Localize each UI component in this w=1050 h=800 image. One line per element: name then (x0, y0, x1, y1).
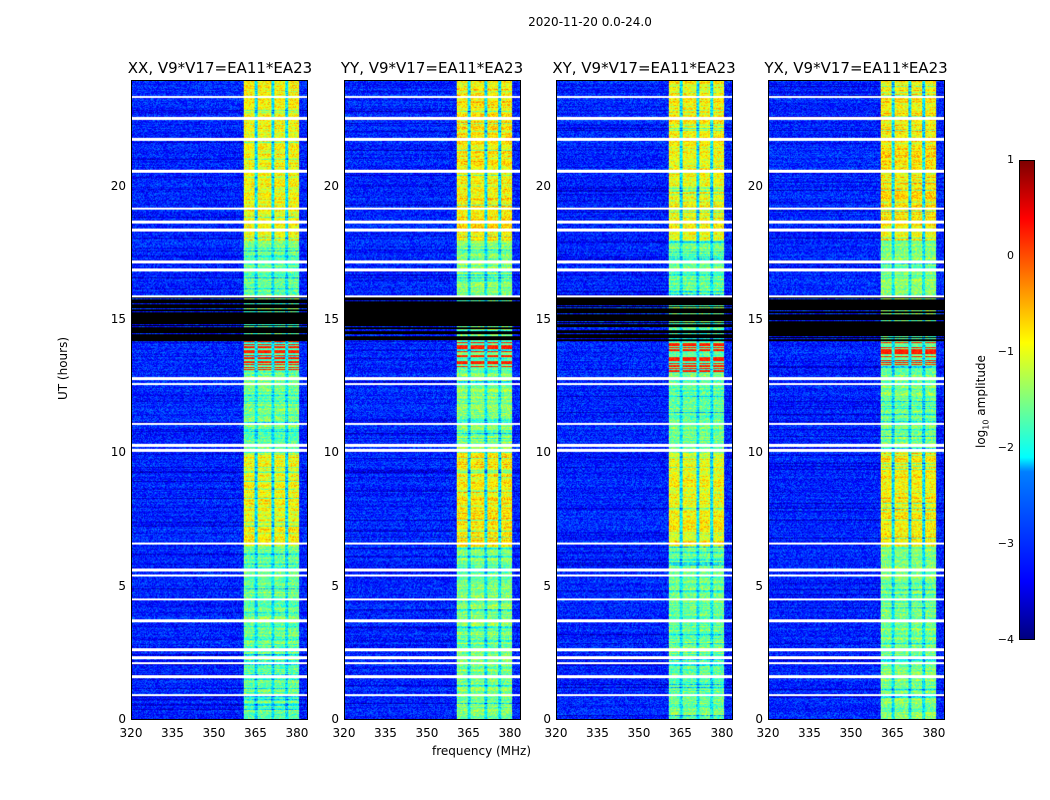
colorbar-tick-label: −2 (997, 441, 1014, 454)
x-tick-label: 320 (332, 726, 356, 740)
y-tick-label: 5 (543, 578, 551, 593)
y-tick-label: 20 (535, 178, 551, 193)
heatmap-panel-yy (344, 80, 521, 720)
y-tick-label: 5 (118, 578, 126, 593)
x-tick-label: 350 (415, 726, 439, 740)
heatmap-panel-yx (768, 80, 945, 720)
colorbar-label: log10 amplitude (974, 355, 991, 448)
y-tick-label: 0 (331, 712, 339, 726)
x-tick-label: 350 (627, 726, 651, 740)
y-tick-label: 15 (747, 312, 763, 326)
colorbar-tick-label: −4 (997, 633, 1014, 646)
x-tick-label: 320 (119, 726, 143, 740)
x-tick-label: 365 (244, 726, 267, 740)
y-tick-label: 10 (747, 445, 763, 460)
colorbar-tick-label: 1 (1007, 153, 1014, 166)
panel-title-xx: XX, V9*V17=EA11*EA23 (127, 59, 313, 77)
x-tick-label: 335 (586, 726, 609, 740)
y-tick-label: 0 (543, 712, 551, 726)
x-tick-label: 380 (285, 726, 309, 740)
colorbar-tick-label: −1 (997, 345, 1014, 358)
y-tick-label: 5 (755, 578, 763, 593)
colorbar (1019, 160, 1035, 640)
heatmap-cells (557, 81, 732, 719)
x-tick-label: 320 (756, 726, 780, 740)
y-tick-label: 10 (535, 445, 551, 460)
x-tick-label: 380 (498, 726, 522, 740)
x-tick-label: 350 (839, 726, 863, 740)
heatmap-cells (769, 81, 944, 719)
y-tick-label: 20 (747, 178, 763, 193)
x-axis-label: frequency (MHz) (432, 744, 532, 758)
panel-title-xy: XY, V9*V17=EA11*EA23 (552, 59, 736, 77)
y-tick-label: 15 (110, 312, 126, 326)
x-tick-label: 335 (798, 726, 821, 740)
y-tick-label: 15 (323, 312, 339, 326)
x-tick-label: 365 (669, 726, 692, 740)
x-tick-label: 335 (374, 726, 397, 740)
heatmap-cells (345, 81, 520, 719)
colorbar-tick-label: 0 (1007, 249, 1014, 262)
y-tick-label: 0 (755, 712, 763, 726)
y-tick-label: 10 (110, 445, 126, 460)
y-tick-label: 0 (118, 712, 126, 726)
heatmap-panel-xx (131, 80, 308, 720)
x-tick-label: 335 (161, 726, 184, 740)
x-tick-label: 320 (544, 726, 568, 740)
y-tick-label: 20 (110, 178, 126, 193)
x-tick-label: 350 (202, 726, 226, 740)
y-tick-label: 20 (323, 178, 339, 193)
x-tick-label: 365 (881, 726, 904, 740)
figure-title: 2020-11-20 0.0-24.0 (528, 15, 652, 29)
y-axis-label: UT (hours) (56, 336, 70, 400)
y-tick-label: 5 (331, 578, 339, 593)
y-tick-label: 10 (323, 445, 339, 460)
heatmap-panel-xy (556, 80, 733, 720)
panel-title-yx: YX, V9*V17=EA11*EA23 (764, 59, 948, 77)
x-tick-label: 380 (922, 726, 946, 740)
colorbar-tick-label: −3 (997, 537, 1014, 550)
x-tick-label: 365 (457, 726, 480, 740)
heatmap-cells (132, 81, 307, 719)
x-tick-label: 380 (710, 726, 734, 740)
y-tick-label: 15 (535, 312, 551, 326)
panel-title-yy: YY, V9*V17=EA11*EA23 (340, 59, 524, 77)
